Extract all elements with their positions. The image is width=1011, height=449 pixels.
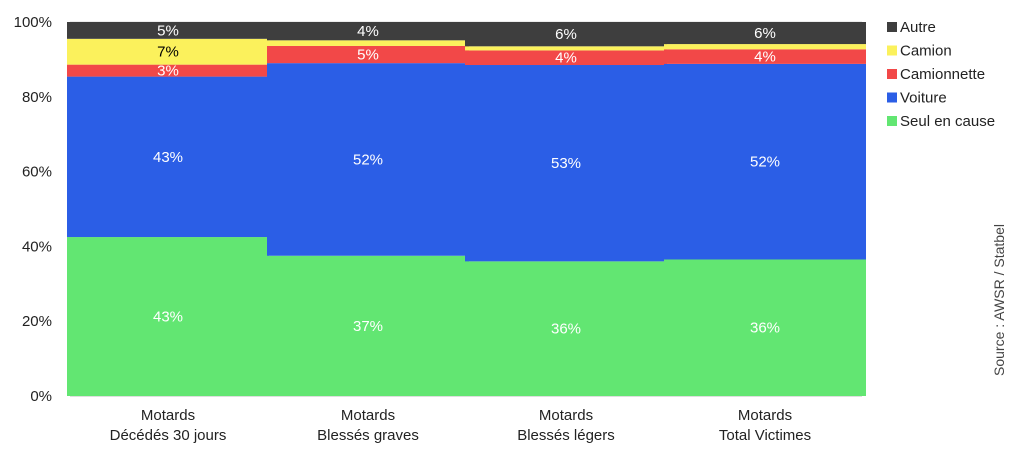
x-tick-label: Blessés légers — [517, 427, 615, 444]
y-tick-label: 40% — [22, 238, 52, 255]
data-label: 4% — [754, 49, 776, 66]
data-label: 36% — [551, 321, 581, 338]
x-tick-label: Motards — [539, 407, 593, 424]
bar-segment — [664, 22, 866, 45]
bar-segment — [465, 50, 667, 66]
data-label: 6% — [555, 26, 577, 43]
legend-label: Camion — [900, 43, 952, 60]
data-label: 6% — [754, 25, 776, 42]
y-tick-label: 60% — [22, 164, 52, 181]
bar-segment — [664, 49, 866, 64]
x-tick-label: Motards — [738, 407, 792, 424]
bar-segment — [465, 22, 667, 47]
x-tick-label: Décédés 30 jours — [110, 427, 227, 444]
x-tick-label: Total Victimes — [719, 427, 811, 444]
y-tick-label: 0% — [30, 388, 52, 405]
bar-segment — [465, 261, 667, 396]
data-label: 4% — [357, 23, 379, 40]
legend-label: Camionnette — [900, 66, 985, 83]
legend-swatch — [887, 45, 897, 56]
data-label: 43% — [153, 309, 183, 326]
data-label: 7% — [157, 44, 179, 61]
data-label: 52% — [750, 154, 780, 171]
bar-segment — [67, 76, 269, 238]
data-label: 5% — [157, 22, 179, 39]
data-label: 52% — [353, 151, 383, 168]
data-label: 43% — [153, 149, 183, 166]
legend-swatch — [887, 116, 897, 126]
y-tick-label: 20% — [22, 313, 52, 330]
bar-segment — [267, 40, 469, 46]
bar-segment — [664, 63, 866, 260]
bar-segment — [465, 46, 667, 51]
bar-segment — [67, 237, 269, 396]
bar-segment — [664, 259, 866, 396]
y-tick-label: 100% — [14, 14, 52, 31]
bar-segment — [465, 65, 667, 262]
bar-segment — [267, 255, 469, 396]
data-label: 36% — [750, 320, 780, 337]
legend-label: Voiture — [900, 90, 947, 107]
bar-segment — [664, 44, 866, 50]
legend-swatch — [887, 69, 897, 79]
x-tick-label: Motards — [141, 407, 195, 424]
data-label: 4% — [555, 50, 577, 67]
legend-label: Seul en cause — [900, 113, 995, 130]
x-tick-label: Blessés graves — [317, 427, 419, 444]
legend-swatch — [887, 92, 897, 103]
y-tick-label: 80% — [22, 89, 52, 106]
data-label: 3% — [157, 63, 179, 80]
legend-swatch — [887, 22, 897, 32]
bar-segment — [67, 22, 269, 39]
bar-segment — [267, 45, 469, 64]
legend-label: Autre — [900, 19, 936, 36]
x-tick-label: Motards — [341, 407, 395, 424]
bar-segment — [67, 38, 269, 65]
bar-segment — [267, 63, 469, 256]
data-label: 37% — [353, 318, 383, 335]
source-note: Source : AWSR / Statbel — [991, 224, 1007, 376]
source-note: (© Statbel – Statistiques Belges) — [1009, 199, 1011, 401]
bar-segment — [67, 64, 269, 77]
data-label: 5% — [357, 47, 379, 64]
data-label: 53% — [551, 155, 581, 172]
bar-segment — [267, 22, 469, 41]
